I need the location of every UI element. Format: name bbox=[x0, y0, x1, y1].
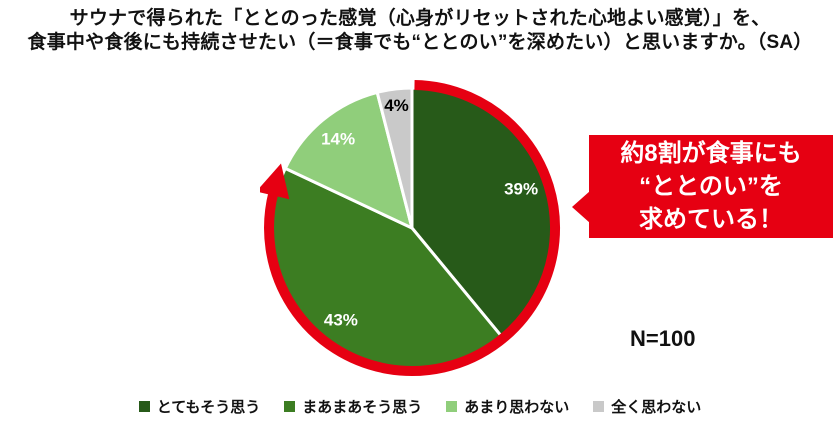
pie-slice-3 bbox=[283, 90, 414, 230]
pie-slice-label-2: 43% bbox=[324, 311, 358, 330]
callout-line1: 約8割が食事にも bbox=[620, 140, 802, 167]
legend-item-not-much: あまり思わない bbox=[446, 396, 569, 417]
legend-swatch-somewhat-agree bbox=[284, 400, 296, 412]
callout-line2: “ととのい”を bbox=[639, 173, 783, 200]
pie-chart: 39% 43% 14% 4% bbox=[260, 80, 560, 376]
legend-item-very-agree: とてもそう思う bbox=[138, 396, 261, 417]
legend-item-not-at-all: 全く思わない bbox=[593, 396, 701, 417]
highlight-arc bbox=[264, 80, 560, 376]
callout-line3: 求めている！ bbox=[639, 206, 783, 233]
pie-slice-label-1: 39% bbox=[504, 180, 538, 199]
legend-label-very-agree: とてもそう思う bbox=[156, 398, 261, 416]
callout-tail-icon bbox=[572, 191, 590, 223]
legend-swatch-not-much bbox=[446, 400, 458, 412]
legend-item-somewhat-agree: まあまあそう思う bbox=[284, 396, 422, 417]
legend-swatch-very-agree bbox=[138, 400, 150, 412]
chart-title-line2: 食事中や食後にも持続させたい（＝食事でも“ととのい”を深めたい）と思いますか。（… bbox=[27, 32, 813, 53]
sample-size-label: N=100 bbox=[630, 326, 696, 351]
callout-bubble: 約8割が食事にも “ととのい”を 求めている！ bbox=[572, 135, 833, 238]
pie-slice-4 bbox=[375, 86, 414, 230]
legend-label-somewhat-agree: まあまあそう思う bbox=[302, 398, 423, 416]
pie-slice-label-4: 4% bbox=[384, 96, 409, 115]
pie-slice-label-3: 14% bbox=[321, 130, 355, 149]
chart-title: サウナで得られた「ととのった感覚（心身がリセットされた心地よい感覚）」を、 食事… bbox=[0, 7, 840, 55]
highlight-arrowhead-icon bbox=[260, 163, 290, 200]
chart-title-line1: サウナで得られた「ととのった感覚（心身がリセットされた心地よい感覚）」を、 bbox=[69, 8, 771, 29]
legend-label-not-much: あまり思わない bbox=[464, 398, 570, 416]
legend-label-not-at-all: 全く思わない bbox=[611, 398, 702, 416]
legend-swatch-not-at-all bbox=[593, 400, 605, 412]
legend: とてもそう思う まあまあそう思う あまり思わない 全く思わない bbox=[0, 394, 840, 418]
